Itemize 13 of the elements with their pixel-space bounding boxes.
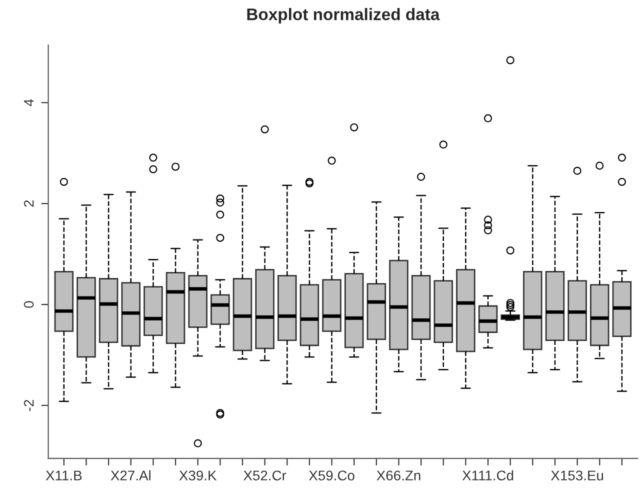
y-tick-label: -2 xyxy=(24,400,34,411)
x-tick-label: X111.Cd xyxy=(462,470,514,480)
x-tick-label: X27.Al xyxy=(110,470,150,480)
x-tick-label: X59.Co xyxy=(308,470,354,480)
x-tick-label: X153.Eu xyxy=(550,470,604,480)
y-tick-label: 4 xyxy=(24,99,34,106)
y-tick-label: 2 xyxy=(24,200,34,207)
x-tick-label: X52.Cr xyxy=(244,470,286,480)
y-tick-label: 0 xyxy=(24,301,34,308)
chart-title: Boxplot normalized data xyxy=(247,8,440,24)
x-tick-label: X11.B xyxy=(46,470,82,480)
x-tick-label: X39.K xyxy=(179,470,217,480)
x-tick-label: X66.Zn xyxy=(376,470,420,480)
